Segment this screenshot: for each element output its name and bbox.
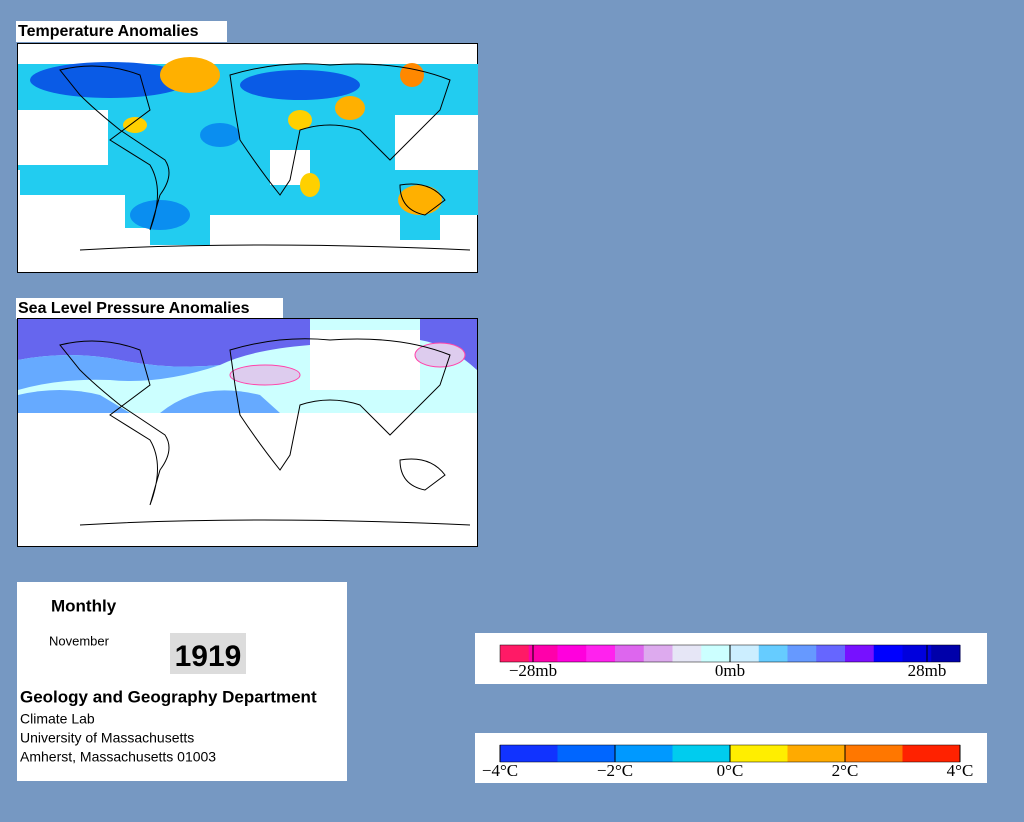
legend-swatch bbox=[672, 645, 702, 662]
period: Monthly bbox=[51, 596, 117, 615]
legend-swatch bbox=[730, 645, 760, 662]
legend-swatch bbox=[701, 645, 731, 662]
legend-swatch bbox=[557, 645, 587, 662]
legend-swatch bbox=[557, 745, 616, 762]
cold-anomaly bbox=[200, 123, 240, 147]
info-line: University of Massachusetts bbox=[20, 730, 194, 746]
legend-swatch bbox=[528, 645, 558, 662]
legend-swatch bbox=[586, 645, 616, 662]
cold-anomaly bbox=[240, 70, 360, 100]
pressure-map bbox=[17, 318, 478, 547]
cold-anomaly bbox=[130, 200, 190, 230]
year: 1919 bbox=[175, 640, 242, 673]
legend-label: −2°C bbox=[597, 761, 633, 780]
year-box bbox=[170, 633, 246, 674]
legend-swatch bbox=[931, 645, 961, 662]
high-anomaly bbox=[18, 355, 220, 390]
legend-label: −28mb bbox=[509, 661, 557, 680]
warm-anomaly bbox=[300, 173, 320, 197]
department: Geology and Geography Department bbox=[20, 687, 317, 706]
warm-anomaly bbox=[160, 57, 220, 93]
title-bg bbox=[16, 21, 227, 42]
no-data bbox=[18, 110, 108, 165]
low-anomaly bbox=[414, 342, 466, 368]
legend-swatch bbox=[873, 645, 903, 662]
coastline bbox=[59, 63, 471, 251]
info-line: Amherst, Massachusetts 01003 bbox=[20, 749, 216, 765]
coastline bbox=[59, 338, 471, 526]
warm-anomaly bbox=[288, 110, 312, 130]
warm-anomaly bbox=[335, 96, 365, 120]
warm-anomaly bbox=[398, 185, 442, 215]
warm-anomaly bbox=[400, 63, 424, 87]
legend-label: 2°C bbox=[832, 761, 859, 780]
legend-swatch bbox=[845, 745, 903, 762]
month: November bbox=[49, 633, 110, 648]
legend-label: 0°C bbox=[717, 761, 744, 780]
warm-anomaly bbox=[123, 117, 147, 133]
legend-label: 28mb bbox=[908, 661, 947, 680]
no-data bbox=[395, 115, 478, 170]
legend-label: −4°C bbox=[482, 761, 518, 780]
legend-swatch bbox=[787, 745, 846, 762]
high-anomaly bbox=[18, 319, 310, 367]
legend-swatch bbox=[787, 645, 817, 662]
legend-label: 4°C bbox=[947, 761, 974, 780]
panel-title: Temperature Anomalies bbox=[18, 23, 199, 40]
legend-swatch bbox=[758, 645, 788, 662]
high-anomaly bbox=[18, 390, 130, 413]
legend-swatch bbox=[643, 645, 673, 662]
legend-swatch bbox=[730, 745, 788, 762]
high-anomaly bbox=[160, 390, 280, 413]
legend-swatch bbox=[845, 645, 875, 662]
low-anomaly bbox=[229, 364, 301, 386]
title-bg bbox=[16, 298, 283, 319]
info-box bbox=[17, 582, 347, 781]
temperature-map bbox=[17, 43, 478, 273]
legend-swatch bbox=[500, 745, 558, 762]
legend-swatch bbox=[902, 745, 961, 762]
legend-swatch bbox=[816, 645, 846, 662]
legend-swatch bbox=[615, 645, 645, 662]
legend-swatch bbox=[672, 745, 731, 762]
legend-swatch bbox=[615, 745, 673, 762]
legend-label: 0mb bbox=[715, 661, 745, 680]
info-line: Climate Lab bbox=[20, 711, 95, 727]
legend-swatch bbox=[902, 645, 932, 662]
panel-title: Sea Level Pressure Anomalies bbox=[18, 300, 250, 317]
cold-anomaly bbox=[30, 62, 190, 98]
legend-swatch bbox=[500, 645, 530, 662]
